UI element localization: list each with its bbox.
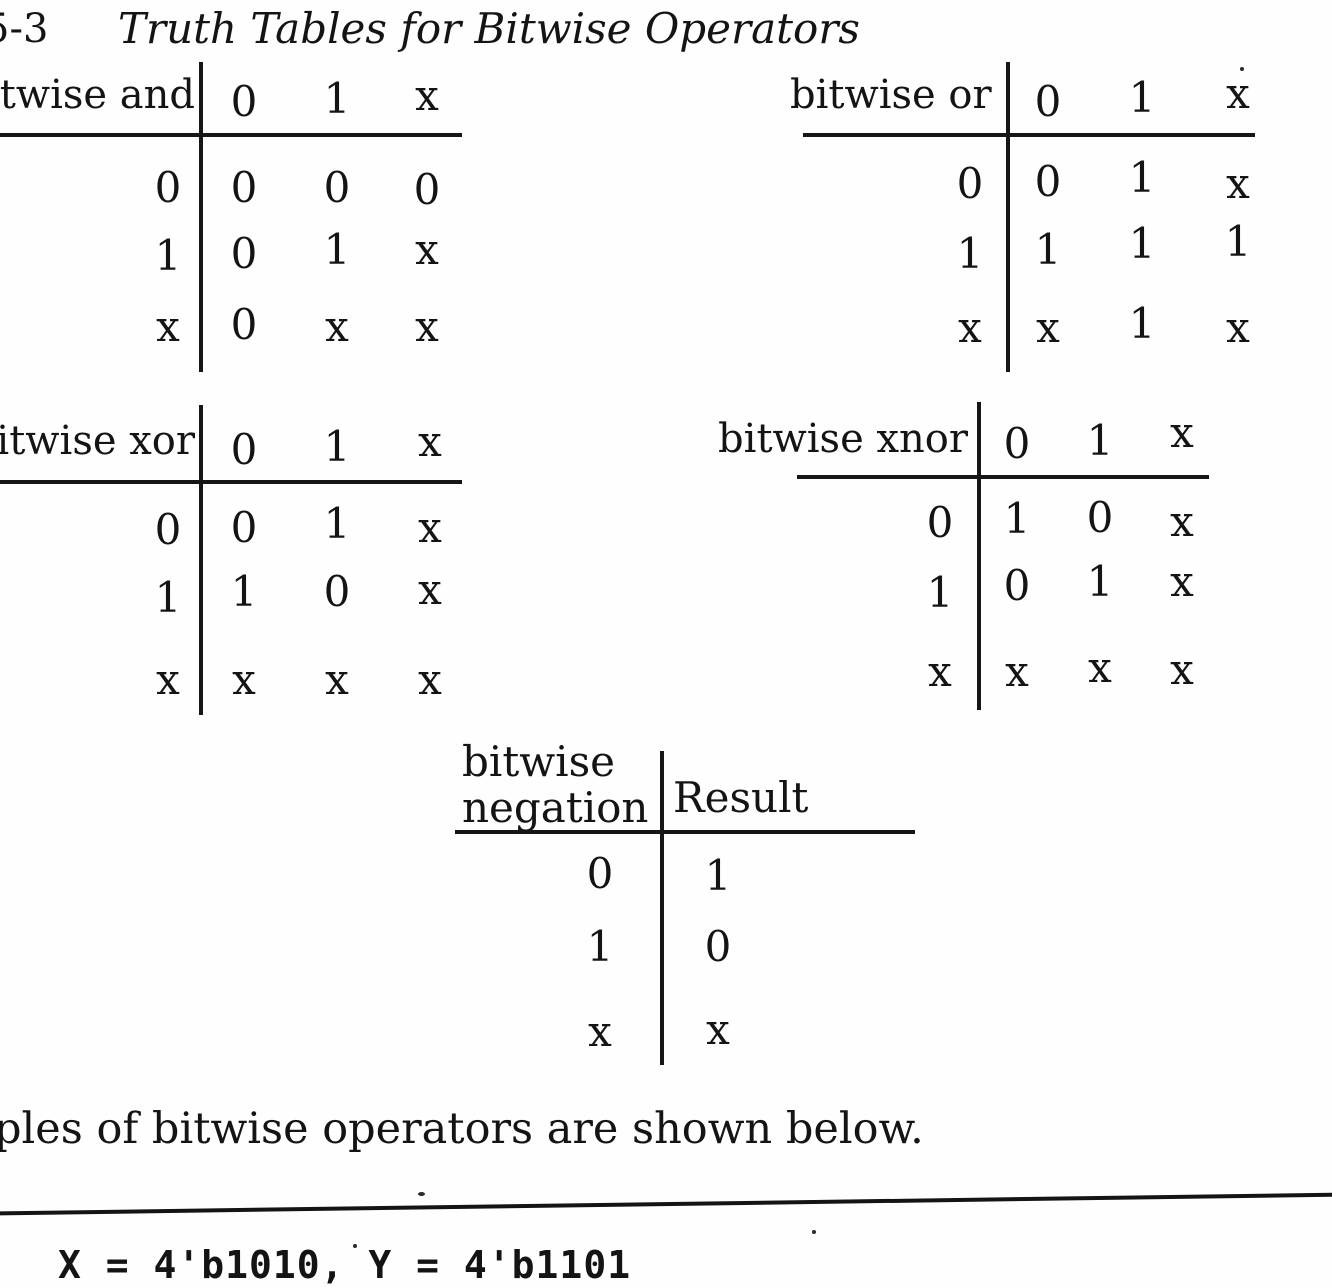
- row-header: x: [156, 655, 180, 704]
- table-cell: 0: [230, 300, 258, 349]
- table-cell: 0: [1086, 493, 1114, 542]
- row-header: 1: [926, 568, 954, 617]
- row-header: 1: [154, 231, 182, 280]
- scan-speck: [418, 1192, 425, 1196]
- col-header: 1: [1128, 73, 1156, 122]
- table-cell: 1: [1086, 557, 1114, 606]
- scan-speck: [353, 1244, 357, 1248]
- table-cell: x: [325, 302, 349, 351]
- table-vertical-rule: [199, 62, 203, 372]
- section-divider-rule: [0, 1192, 1332, 1216]
- table-cell: 0: [230, 503, 258, 552]
- table-horizontal-rule: [0, 133, 462, 137]
- table-cell: x: [1005, 647, 1029, 696]
- table-cell: 0: [413, 165, 441, 214]
- table-cell: 1: [323, 225, 351, 274]
- table-label: bitwise xnor: [718, 416, 968, 462]
- table-cell: 0: [1003, 561, 1031, 610]
- table-cell: 0: [704, 922, 732, 971]
- table-cell: 1: [704, 851, 732, 900]
- col-header: x: [1226, 69, 1250, 118]
- table-cell: x: [325, 655, 349, 704]
- scan-speck: [812, 1230, 816, 1234]
- section-number: 5-3: [0, 6, 49, 52]
- table-cell: 1: [323, 499, 351, 548]
- table-cell: x: [1170, 557, 1194, 606]
- clipped-code-line: X = 4'b1010, Y = 4'b1101: [58, 1243, 632, 1287]
- table-cell: 0: [323, 567, 351, 616]
- row-header: 0: [926, 498, 954, 547]
- table-cell: x: [1226, 303, 1250, 352]
- table-cell: 1: [1128, 299, 1156, 348]
- table-cell: x: [232, 655, 256, 704]
- row-header: 1: [154, 573, 182, 622]
- result-column-header: Result: [673, 773, 809, 822]
- row-header: 1: [956, 229, 984, 278]
- col-header: x: [415, 71, 439, 120]
- truth-table-bitwise-and: bitwise and 0 1 x 0 0 0 0 1 0 1 x x 0 x …: [0, 62, 462, 377]
- table-cell: x: [1088, 643, 1112, 692]
- table-cell: x: [1226, 159, 1250, 208]
- table-cell: x: [418, 565, 442, 614]
- table-horizontal-rule: [455, 830, 915, 834]
- table-cell: 1: [1128, 153, 1156, 202]
- table-horizontal-rule: [797, 475, 1209, 479]
- table-cell: x: [1036, 303, 1060, 352]
- col-header: 1: [323, 422, 351, 471]
- truth-table-bitwise-negation: bitwise negation Result 0 1 1 0 x x: [440, 735, 920, 1070]
- page-title: Truth Tables for Bitwise Operators: [118, 4, 860, 53]
- row-header: x: [928, 647, 952, 696]
- table-cell: 1: [1128, 219, 1156, 268]
- truth-table-bitwise-or: bitwise or 0 1 x 0 0 1 x 1 1 1 1 x x 1 x: [790, 62, 1255, 377]
- truth-table-bitwise-xor: bitwise xor 0 1 x 0 0 1 x 1 1 0 x x x x …: [0, 400, 462, 718]
- table-vertical-rule: [1006, 62, 1010, 372]
- table-cell: 0: [323, 163, 351, 212]
- table-cell: x: [418, 655, 442, 704]
- col-header: 0: [1003, 419, 1031, 468]
- table-label: bitwise or: [790, 72, 992, 118]
- row-header: 0: [154, 163, 182, 212]
- row-header: 0: [956, 159, 984, 208]
- table-cell: 0: [1034, 157, 1062, 206]
- table-vertical-rule: [199, 405, 203, 715]
- table-horizontal-rule: [803, 133, 1255, 137]
- row-header: x: [958, 303, 982, 352]
- col-header: 0: [230, 77, 258, 126]
- table-label-line2: negation: [462, 783, 649, 832]
- table-cell: 1: [1003, 494, 1031, 543]
- col-header: 0: [1034, 77, 1062, 126]
- col-header: 0: [230, 425, 258, 474]
- col-header: x: [1170, 408, 1194, 457]
- table-cell: x: [418, 503, 442, 552]
- table-label-line1: bitwise: [462, 737, 615, 786]
- table-cell: x: [1170, 497, 1194, 546]
- table-horizontal-rule: [0, 480, 462, 484]
- row-header: 1: [586, 922, 614, 971]
- table-cell: 0: [230, 163, 258, 212]
- table-cell: 1: [1224, 217, 1252, 266]
- scan-speck: [1240, 67, 1244, 71]
- row-header: 0: [586, 849, 614, 898]
- body-sentence: ples of bitwise operators are shown belo…: [0, 1104, 924, 1154]
- truth-table-bitwise-xnor: bitwise xnor 0 1 x 0 1 0 x 1 0 1 x x x x…: [718, 400, 1240, 715]
- table-cell: x: [415, 302, 439, 351]
- col-header: 1: [1086, 416, 1114, 465]
- table-cell: x: [415, 225, 439, 274]
- table-label: bitwise and: [0, 72, 195, 118]
- table-cell: 1: [1034, 225, 1062, 274]
- table-label: bitwise xor: [0, 418, 195, 464]
- table-vertical-rule: [977, 402, 981, 710]
- col-header: x: [418, 417, 442, 466]
- table-cell: 0: [230, 229, 258, 278]
- row-header: x: [156, 302, 180, 351]
- row-header: x: [588, 1007, 612, 1056]
- col-header: 1: [323, 74, 351, 123]
- page-header: 5-3 Truth Tables for Bitwise Operators: [0, 0, 1332, 60]
- table-cell: x: [1170, 645, 1194, 694]
- table-vertical-rule: [660, 751, 664, 1065]
- row-header: 0: [154, 505, 182, 554]
- table-cell: x: [706, 1005, 730, 1054]
- table-cell: 1: [230, 567, 258, 616]
